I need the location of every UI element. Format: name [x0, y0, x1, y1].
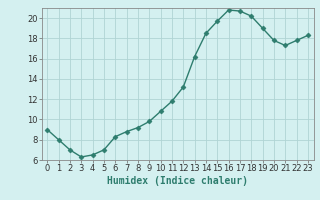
X-axis label: Humidex (Indice chaleur): Humidex (Indice chaleur) [107, 176, 248, 186]
